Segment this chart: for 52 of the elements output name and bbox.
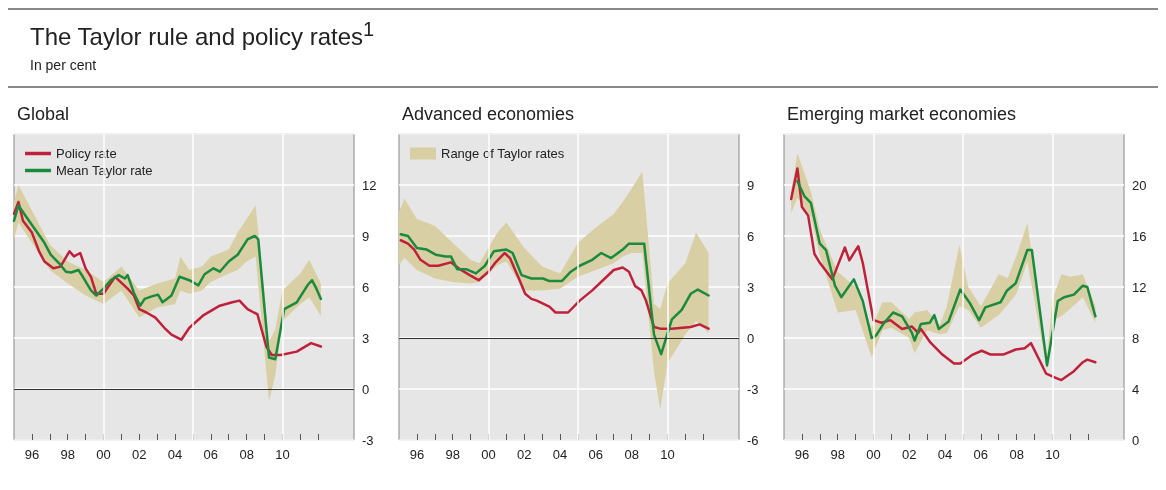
- chart-title: Emerging market economies: [787, 104, 1017, 124]
- legend-label: Mean Taylor rate: [56, 163, 153, 178]
- x-tick-label: 10: [1045, 447, 1060, 462]
- x-tick-label: 96: [24, 447, 40, 462]
- x-tick-label: 00: [96, 447, 111, 462]
- x-tick-label: 06: [588, 447, 604, 462]
- x-tick-label: 06: [203, 447, 219, 462]
- x-tick-label: 04: [167, 447, 183, 462]
- y-tick-label: -6: [747, 432, 759, 448]
- x-tick-label: 00: [866, 447, 881, 462]
- x-tick-label: 98: [830, 447, 845, 462]
- y-tick-label: 0: [1132, 432, 1140, 448]
- x-tick-label: 96: [409, 447, 425, 462]
- legend-label: Policy rate: [56, 146, 117, 161]
- y-tick-label: 6: [362, 279, 370, 295]
- legend-label: Range of Taylor rates: [441, 146, 565, 161]
- y-tick-label: -3: [747, 381, 759, 397]
- y-tick-label: 0: [747, 330, 755, 346]
- chart-title: Advanced economies: [402, 104, 575, 124]
- x-tick-label: 06: [973, 447, 989, 462]
- y-tick-label: 0: [362, 381, 370, 397]
- text: In per cent: [30, 57, 98, 73]
- y-tick-label: 3: [747, 279, 755, 295]
- x-tick-label: 02: [132, 447, 147, 462]
- x-tick-label: 98: [60, 447, 75, 462]
- y-tick-label: 12: [1132, 279, 1147, 295]
- y-tick-label: 9: [362, 228, 370, 244]
- y-tick-label: 4: [1132, 381, 1140, 397]
- x-tick-label: 02: [902, 447, 917, 462]
- x-tick-label: 08: [624, 447, 639, 462]
- x-tick-label: 10: [660, 447, 675, 462]
- x-tick-label: 02: [517, 447, 532, 462]
- y-tick-label: 3: [362, 330, 370, 346]
- y-tick-label: 16: [1132, 228, 1147, 244]
- x-tick-label: 10: [275, 447, 290, 462]
- x-tick-label: 04: [937, 447, 953, 462]
- y-tick-label: 20: [1132, 177, 1147, 193]
- text: The Taylor rule and policy rates$^{1}$: [30, 18, 376, 51]
- line-series: [399, 233, 710, 356]
- x-tick-label: 00: [481, 447, 496, 462]
- y-tick-label: 8: [1132, 330, 1140, 346]
- y-tick-label: 12: [362, 177, 377, 193]
- y-tick-label: -3: [362, 432, 374, 448]
- x-tick-label: 96: [794, 447, 810, 462]
- x-tick-label: 08: [1009, 447, 1024, 462]
- chart-title: Global: [17, 104, 70, 124]
- y-tick-label: 9: [747, 177, 755, 193]
- x-tick-label: 04: [552, 447, 568, 462]
- y-tick-label: 6: [747, 228, 755, 244]
- line-series: [399, 239, 710, 330]
- x-tick-label: 08: [239, 447, 254, 462]
- x-tick-label: 98: [445, 447, 460, 462]
